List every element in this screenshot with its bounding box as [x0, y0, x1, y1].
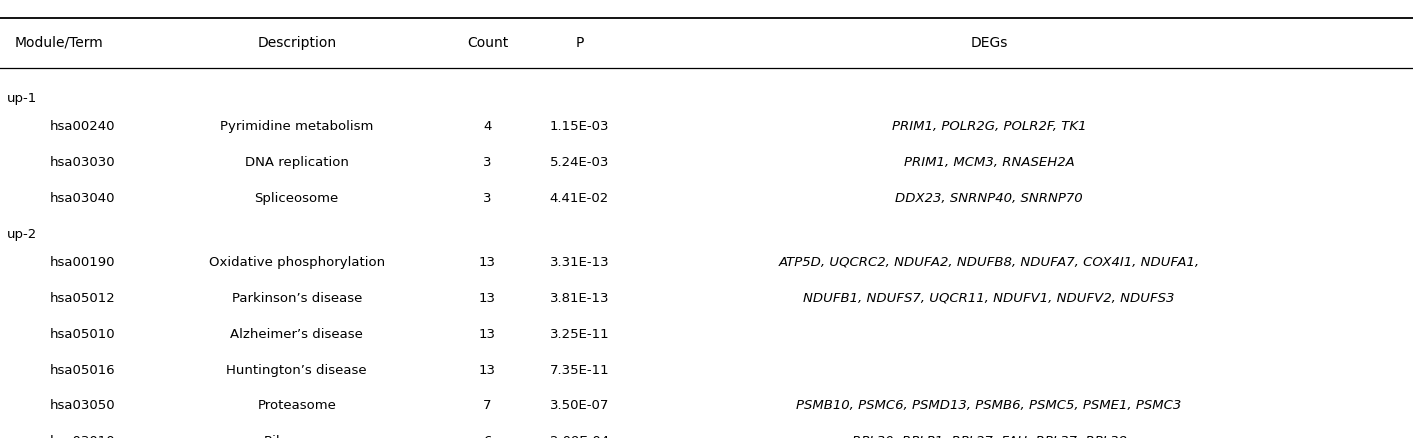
Text: 2.09E-04: 2.09E-04	[550, 435, 609, 438]
Text: PRIM1, MCM3, RNASEH2A: PRIM1, MCM3, RNASEH2A	[904, 156, 1074, 169]
Text: 13: 13	[479, 328, 496, 341]
Text: hsa03040: hsa03040	[49, 192, 114, 205]
Text: Description: Description	[257, 36, 336, 49]
Text: 4: 4	[483, 120, 492, 133]
Text: PRIM1, POLR2G, POLR2F, TK1: PRIM1, POLR2G, POLR2F, TK1	[892, 120, 1087, 133]
Text: hsa03010: hsa03010	[49, 435, 114, 438]
Text: DDX23, SNRNP40, SNRNP70: DDX23, SNRNP40, SNRNP70	[896, 192, 1082, 205]
Text: hsa05010: hsa05010	[49, 328, 114, 341]
Text: hsa00190: hsa00190	[49, 256, 114, 269]
Text: 3: 3	[483, 192, 492, 205]
Text: hsa03030: hsa03030	[49, 156, 114, 169]
Text: Alzheimer’s disease: Alzheimer’s disease	[230, 328, 363, 341]
Text: 4.41E-02: 4.41E-02	[550, 192, 609, 205]
Text: DNA replication: DNA replication	[244, 156, 349, 169]
Text: ATP5D, UQCRC2, NDUFA2, NDUFB8, NDUFA7, COX4I1, NDUFA1,: ATP5D, UQCRC2, NDUFA2, NDUFB8, NDUFA7, C…	[779, 256, 1200, 269]
Text: hsa00240: hsa00240	[49, 120, 114, 133]
Text: NDUFB1, NDUFS7, UQCR11, NDUFV1, NDUFV2, NDUFS3: NDUFB1, NDUFS7, UQCR11, NDUFV1, NDUFV2, …	[804, 292, 1174, 305]
Text: 7: 7	[483, 399, 492, 413]
Text: Pyrimidine metabolism: Pyrimidine metabolism	[220, 120, 373, 133]
Text: up-2: up-2	[7, 228, 37, 241]
Text: 3.81E-13: 3.81E-13	[550, 292, 609, 305]
Text: 13: 13	[479, 292, 496, 305]
Text: Count: Count	[466, 36, 509, 49]
Text: hsa05012: hsa05012	[49, 292, 116, 305]
Text: hsa03050: hsa03050	[49, 399, 114, 413]
Text: 6: 6	[483, 435, 492, 438]
Text: 3: 3	[483, 156, 492, 169]
Text: Spliceosome: Spliceosome	[254, 192, 339, 205]
Text: PSMB10, PSMC6, PSMD13, PSMB6, PSMC5, PSME1, PSMC3: PSMB10, PSMC6, PSMD13, PSMB6, PSMC5, PSM…	[797, 399, 1181, 413]
Text: 7.35E-11: 7.35E-11	[550, 364, 609, 377]
Text: Oxidative phosphorylation: Oxidative phosphorylation	[209, 256, 384, 269]
Text: Ribosome: Ribosome	[264, 435, 329, 438]
Text: 13: 13	[479, 364, 496, 377]
Text: Module/Term: Module/Term	[14, 36, 103, 49]
Text: Proteasome: Proteasome	[257, 399, 336, 413]
Text: hsa05016: hsa05016	[49, 364, 114, 377]
Text: Parkinson’s disease: Parkinson’s disease	[232, 292, 362, 305]
Text: 13: 13	[479, 256, 496, 269]
Text: 5.24E-03: 5.24E-03	[550, 156, 609, 169]
Text: DEGs: DEGs	[971, 36, 1007, 49]
Text: 3.25E-11: 3.25E-11	[550, 328, 609, 341]
Text: 3.31E-13: 3.31E-13	[550, 256, 609, 269]
Text: 1.15E-03: 1.15E-03	[550, 120, 609, 133]
Text: RPL30, RPLP1, RPL27, FAU, RPL37, RPL38: RPL30, RPLP1, RPL27, FAU, RPL37, RPL38	[852, 435, 1126, 438]
Text: 3.50E-07: 3.50E-07	[550, 399, 609, 413]
Text: P: P	[575, 36, 584, 49]
Text: Huntington’s disease: Huntington’s disease	[226, 364, 367, 377]
Text: up-1: up-1	[7, 92, 37, 105]
